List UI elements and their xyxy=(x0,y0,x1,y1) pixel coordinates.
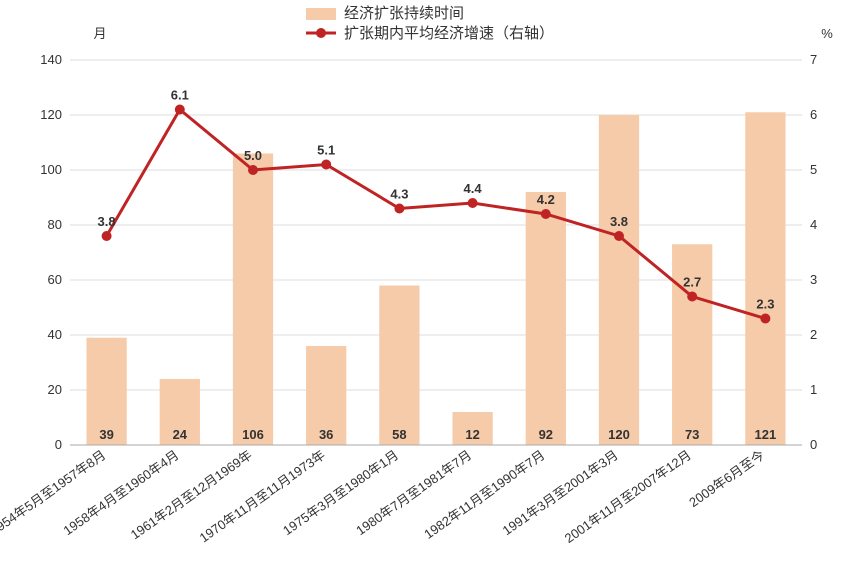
growth-marker xyxy=(614,231,624,241)
svg-text:4.4: 4.4 xyxy=(464,181,483,196)
svg-text:4: 4 xyxy=(810,217,817,232)
svg-text:3.8: 3.8 xyxy=(98,214,116,229)
svg-text:0: 0 xyxy=(55,437,62,452)
svg-text:140: 140 xyxy=(40,52,62,67)
svg-text:月: 月 xyxy=(93,26,106,41)
growth-marker xyxy=(760,314,770,324)
legend-bar-label: 经济扩张持续时间 xyxy=(344,5,464,22)
svg-text:12: 12 xyxy=(465,427,479,442)
svg-text:0: 0 xyxy=(810,437,817,452)
svg-text:106: 106 xyxy=(242,427,264,442)
bar xyxy=(745,112,785,445)
svg-text:58: 58 xyxy=(392,427,406,442)
growth-marker xyxy=(687,292,697,302)
svg-text:7: 7 xyxy=(810,52,817,67)
svg-text:120: 120 xyxy=(608,427,630,442)
economic-expansion-chart: 02040608010012014001234567月%392410636581… xyxy=(0,0,862,580)
legend-line-label: 扩张期内平均经济增速（右轴） xyxy=(344,25,554,42)
svg-text:4.2: 4.2 xyxy=(537,192,555,207)
svg-text:36: 36 xyxy=(319,427,333,442)
svg-text:2: 2 xyxy=(810,327,817,342)
svg-text:5.0: 5.0 xyxy=(244,148,262,163)
bar xyxy=(599,115,639,445)
svg-text:121: 121 xyxy=(755,427,777,442)
svg-text:120: 120 xyxy=(40,107,62,122)
svg-text:5.1: 5.1 xyxy=(317,143,335,158)
bar xyxy=(526,192,566,445)
svg-text:60: 60 xyxy=(48,272,62,287)
growth-marker xyxy=(541,209,551,219)
svg-text:73: 73 xyxy=(685,427,699,442)
svg-text:20: 20 xyxy=(48,382,62,397)
growth-marker xyxy=(394,204,404,214)
svg-text:1: 1 xyxy=(810,382,817,397)
svg-text:5: 5 xyxy=(810,162,817,177)
svg-text:80: 80 xyxy=(48,217,62,232)
svg-text:92: 92 xyxy=(539,427,553,442)
svg-text:24: 24 xyxy=(173,427,188,442)
growth-marker xyxy=(248,165,258,175)
svg-text:4.3: 4.3 xyxy=(390,187,408,202)
svg-text:6.1: 6.1 xyxy=(171,88,189,103)
chart-svg: 02040608010012014001234567月%392410636581… xyxy=(0,0,862,580)
bar xyxy=(379,286,419,446)
growth-marker xyxy=(102,231,112,241)
growth-marker xyxy=(175,105,185,115)
growth-marker xyxy=(321,160,331,170)
svg-text:2.3: 2.3 xyxy=(756,297,774,312)
growth-marker xyxy=(468,198,478,208)
bar xyxy=(233,154,273,446)
legend-bar-swatch xyxy=(306,8,336,20)
svg-text:%: % xyxy=(821,26,833,41)
svg-text:40: 40 xyxy=(48,327,62,342)
svg-text:39: 39 xyxy=(99,427,113,442)
svg-text:6: 6 xyxy=(810,107,817,122)
svg-text:100: 100 xyxy=(40,162,62,177)
svg-text:3.8: 3.8 xyxy=(610,214,628,229)
svg-text:2.7: 2.7 xyxy=(683,275,701,290)
svg-text:3: 3 xyxy=(810,272,817,287)
